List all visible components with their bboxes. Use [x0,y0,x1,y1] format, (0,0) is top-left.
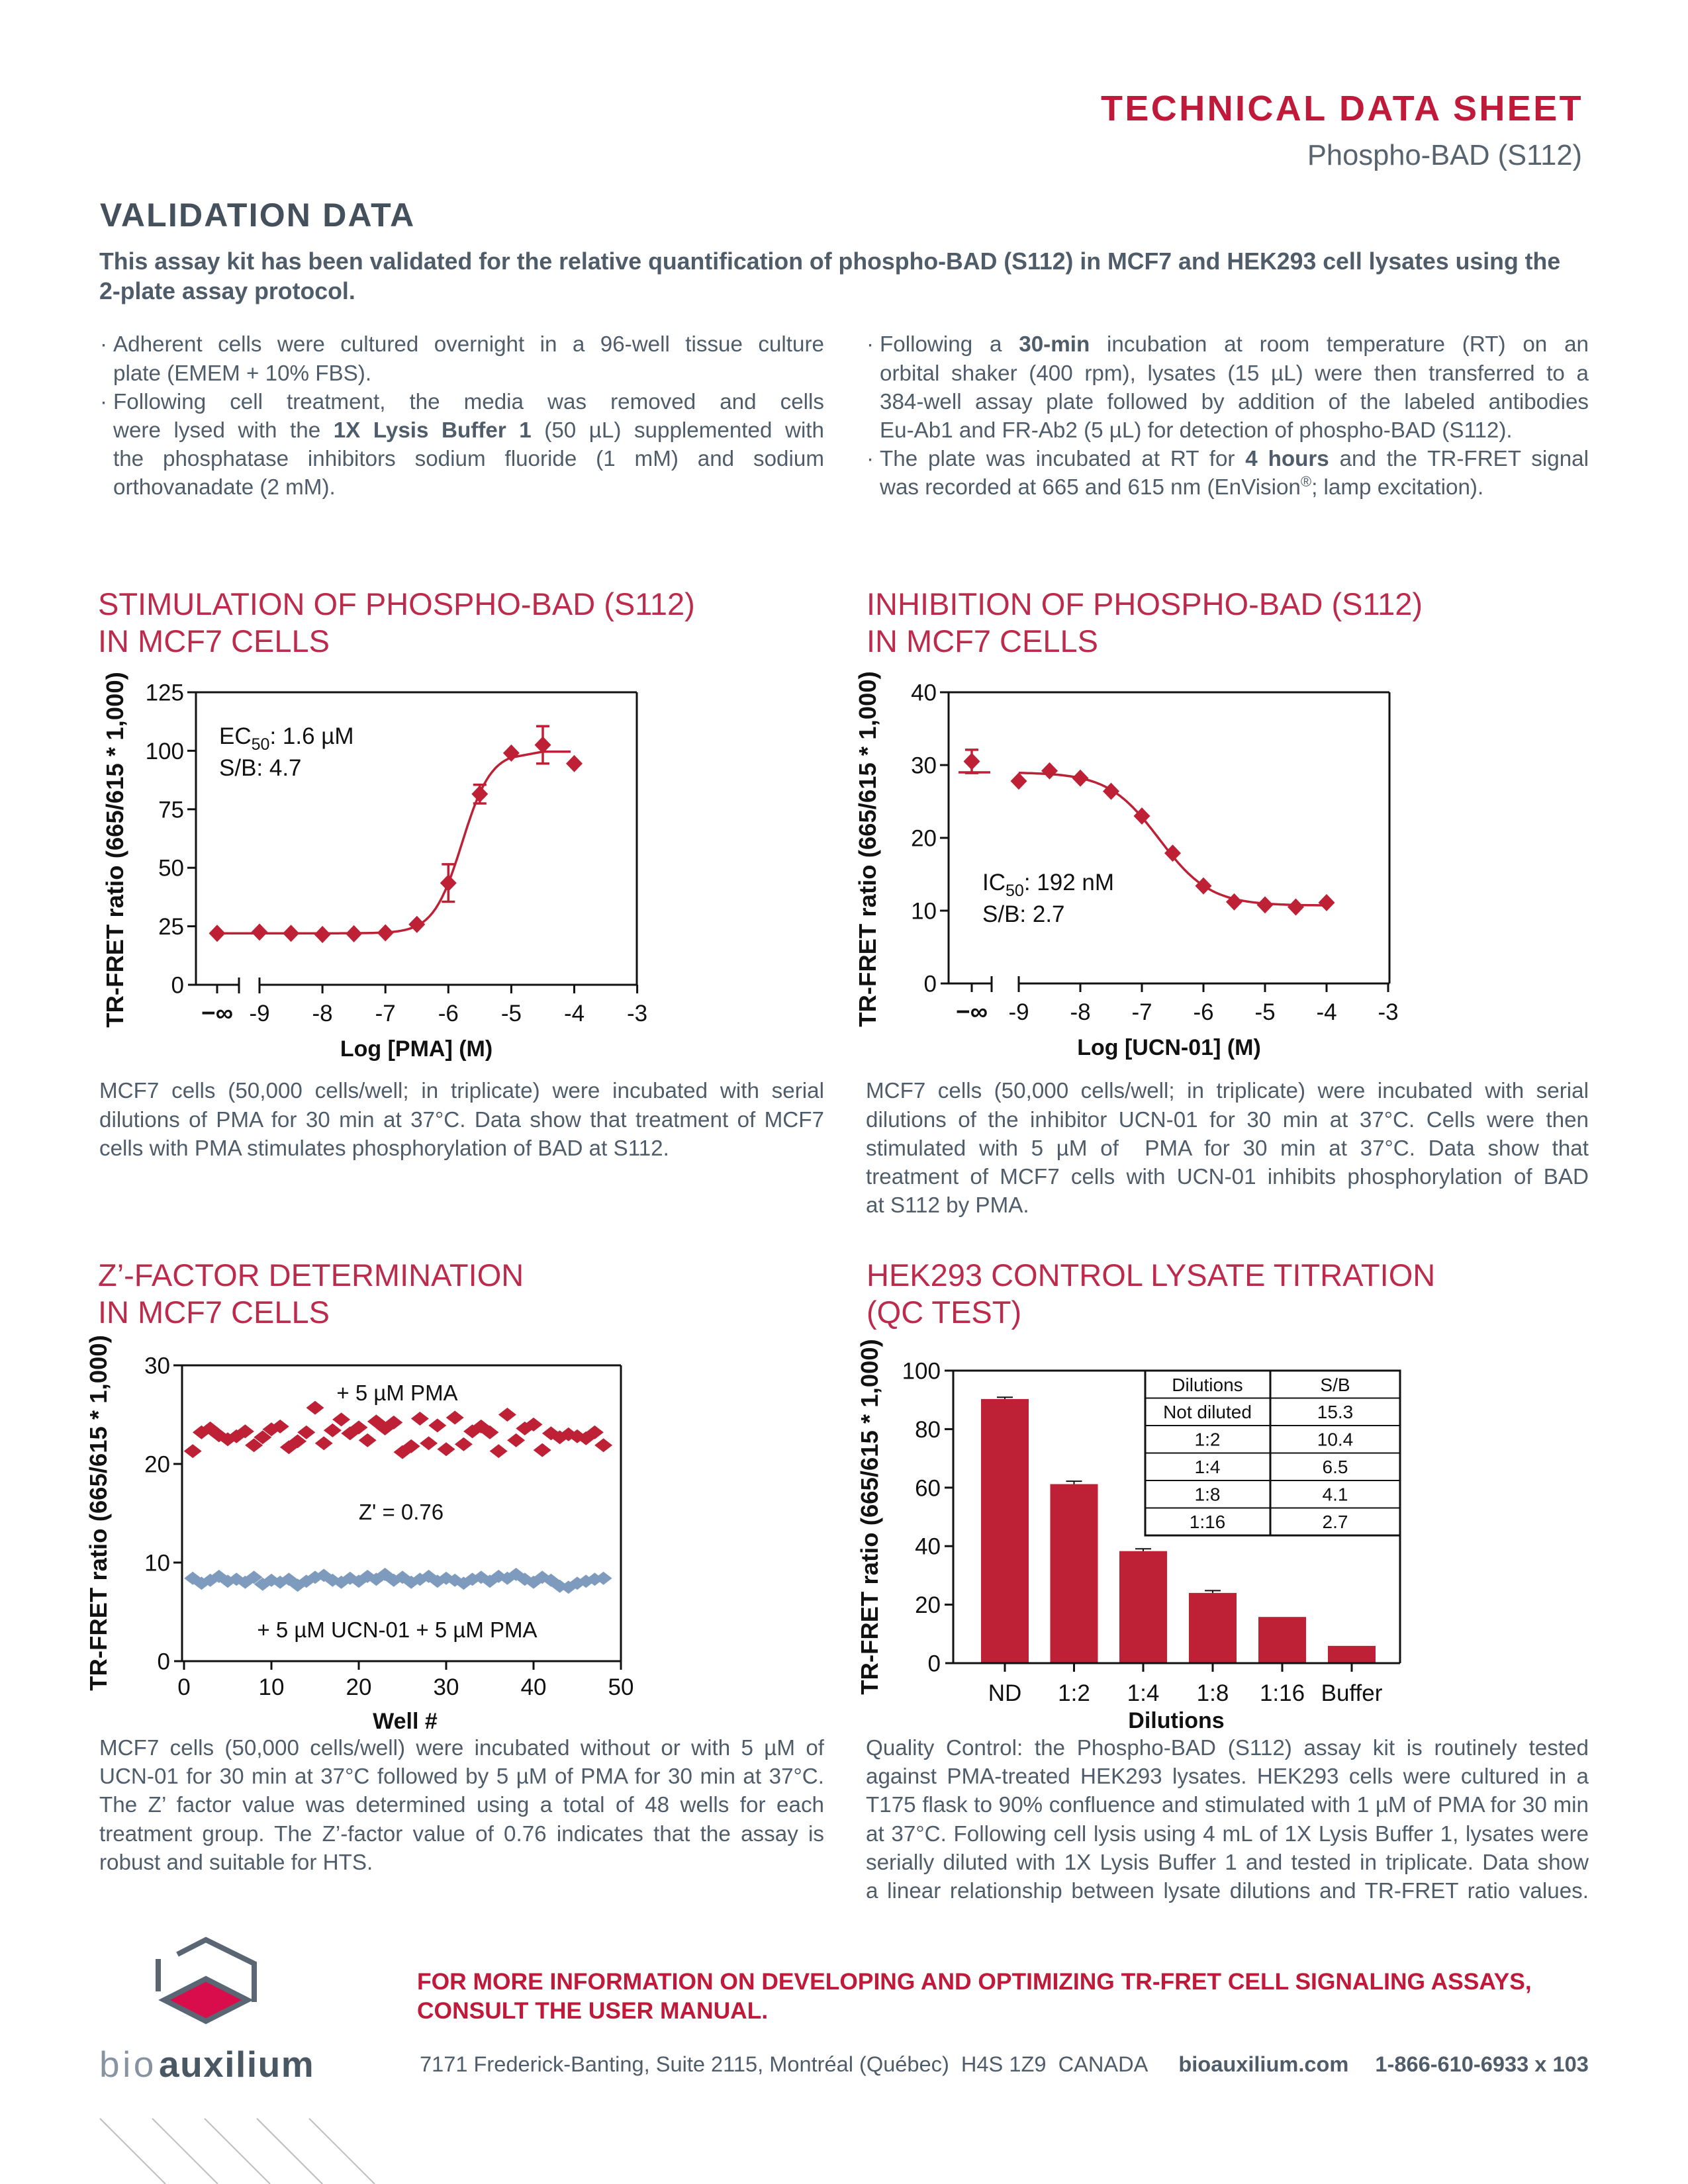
svg-text:50: 50 [158,856,184,882]
svg-text:-6: -6 [1193,999,1213,1025]
svg-text:60: 60 [915,1475,941,1501]
svg-text:6.5: 6.5 [1323,1457,1348,1477]
svg-text:2.7: 2.7 [1323,1512,1348,1532]
svg-text:10: 10 [144,1551,170,1576]
svg-text:10: 10 [259,1674,285,1700]
svg-text:30: 30 [434,1674,459,1700]
svg-text:-5: -5 [501,1001,522,1026]
svg-text:−∞: −∞ [201,999,233,1026]
svg-text:TR-FRET ratio (665/615 * 1,000: TR-FRET ratio (665/615 * 1,000) [85,1335,112,1691]
svg-text:-8: -8 [1070,999,1090,1025]
svg-text:1:4: 1:4 [1127,1680,1160,1706]
svg-text:Z' = 0.76: Z' = 0.76 [359,1500,444,1524]
svg-text:15.3: 15.3 [1317,1402,1354,1422]
svg-text:+ 5 µM UCN-01 + 5 µM PMA: + 5 µM UCN-01 + 5 µM PMA [257,1617,537,1642]
svg-text:20: 20 [144,1452,170,1478]
svg-text:-6: -6 [438,1001,459,1026]
svg-text:IC50: 192 nM: IC50: 192 nM [982,870,1114,900]
svg-text:EC50: 1.6 µM: EC50: 1.6 µM [219,723,354,754]
svg-text:-4: -4 [1316,999,1336,1025]
svg-text:30: 30 [144,1353,170,1379]
svg-text:75: 75 [158,797,184,823]
svg-text:0: 0 [171,973,184,999]
svg-text:Not diluted: Not diluted [1163,1402,1252,1422]
svg-text:-9: -9 [1008,999,1029,1025]
svg-text:-3: -3 [1378,999,1398,1025]
svg-text:4.1: 4.1 [1323,1484,1348,1505]
svg-text:30: 30 [911,753,937,779]
svg-text:100: 100 [902,1359,941,1385]
svg-text:TR-FRET ratio (665/615 * 1,000: TR-FRET ratio (665/615 * 1,000) [856,1339,883,1695]
svg-text:S/B: 2.7: S/B: 2.7 [982,901,1065,927]
svg-text:1:8: 1:8 [1195,1484,1221,1505]
svg-text:1:16: 1:16 [1190,1512,1226,1532]
svg-text:0: 0 [924,972,937,997]
svg-text:20: 20 [346,1674,372,1700]
svg-text:-8: -8 [312,1001,333,1026]
svg-text:Dilutions: Dilutions [1172,1375,1243,1395]
svg-text:1:16: 1:16 [1260,1680,1305,1706]
svg-text:1:2: 1:2 [1195,1430,1221,1450]
svg-text:40: 40 [521,1674,547,1700]
svg-text:Well #: Well # [373,1709,438,1734]
svg-text:S/B: S/B [1320,1375,1350,1395]
svg-text:40: 40 [915,1534,941,1560]
svg-text:1:2: 1:2 [1058,1680,1090,1706]
svg-text:25: 25 [158,914,184,940]
svg-text:125: 125 [146,680,184,706]
svg-text:−∞: −∞ [956,998,988,1025]
svg-text:20: 20 [911,826,937,852]
svg-text:-5: -5 [1254,999,1275,1025]
svg-text:1:8: 1:8 [1197,1680,1229,1706]
svg-text:S/B: 4.7: S/B: 4.7 [219,755,302,781]
svg-text:40: 40 [911,680,937,706]
svg-text:0: 0 [158,1649,170,1675]
svg-text:80: 80 [915,1417,941,1443]
svg-text:50: 50 [608,1674,634,1700]
svg-text:0: 0 [177,1674,190,1700]
svg-text:TR-FRET ratio (665/615 * 1,000: TR-FRET ratio (665/615 * 1,000) [854,671,881,1027]
svg-text:Log [PMA] (M): Log [PMA] (M) [340,1036,492,1062]
svg-text:-7: -7 [375,1001,396,1026]
svg-text:0: 0 [928,1651,941,1677]
svg-text:100: 100 [146,739,184,764]
svg-text:10: 10 [911,899,937,925]
svg-text:20: 20 [915,1592,941,1618]
svg-text:-4: -4 [564,1001,585,1026]
svg-text:Dilutions: Dilutions [1128,1708,1224,1733]
svg-text:1:4: 1:4 [1195,1457,1221,1477]
svg-text:10.4: 10.4 [1317,1430,1354,1450]
svg-text:-7: -7 [1131,999,1152,1025]
svg-text:TR-FRET ratio (665/615 * 1,000: TR-FRET ratio (665/615 * 1,000) [101,672,128,1028]
svg-text:-3: -3 [627,1001,647,1026]
svg-text:-9: -9 [249,1001,269,1026]
svg-text:+ 5 µM PMA: + 5 µM PMA [336,1381,457,1405]
svg-text:Buffer: Buffer [1321,1680,1383,1706]
svg-text:ND: ND [988,1680,1022,1706]
svg-text:Log [UCN-01] (M): Log [UCN-01] (M) [1077,1035,1261,1060]
